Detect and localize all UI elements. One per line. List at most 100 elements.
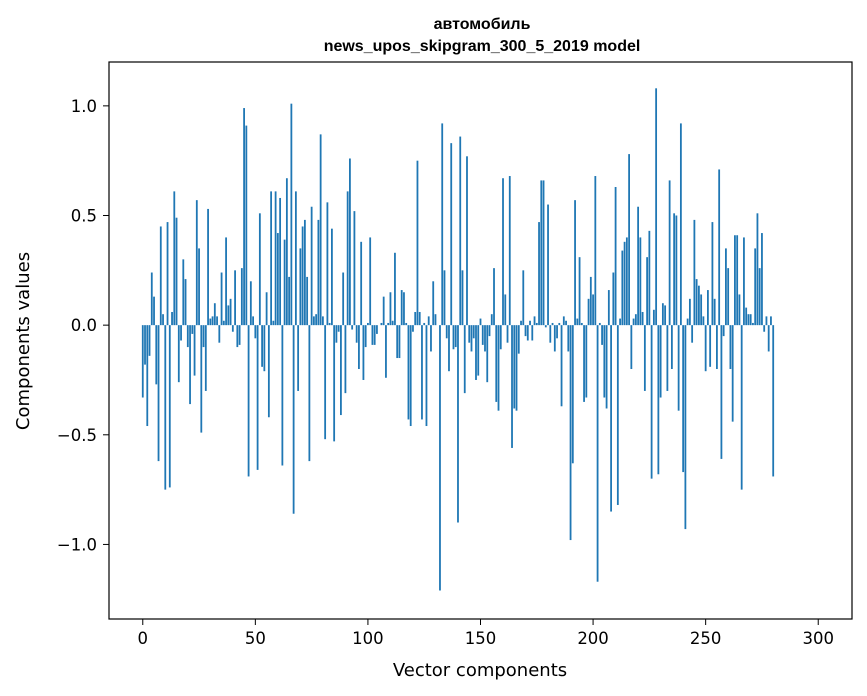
bar-23 [193, 325, 196, 376]
bar-132 [439, 325, 441, 591]
bar-153 [486, 325, 489, 383]
bar-187 [562, 316, 565, 326]
bar-240 [682, 325, 685, 473]
bar-130 [434, 314, 437, 326]
bar-17 [180, 325, 182, 341]
bar-184 [556, 325, 558, 339]
bar-200 [592, 294, 594, 326]
bar-3 [148, 325, 151, 356]
bar-205 [603, 325, 606, 398]
bar-146 [470, 325, 473, 352]
bar-63 [283, 239, 286, 326]
bar-189 [567, 325, 570, 352]
bar-160 [502, 178, 504, 326]
y-tick-label: 0.5 [71, 207, 97, 226]
bar-118 [407, 325, 410, 420]
bar-60 [276, 233, 279, 326]
bar-197 [585, 325, 588, 398]
bar-113 [396, 325, 399, 359]
bar-241 [684, 325, 687, 530]
bar-223 [643, 325, 646, 391]
bar-87 [337, 325, 340, 332]
bar-232 [664, 305, 667, 326]
bar-140 [457, 325, 459, 523]
bar-145 [468, 325, 471, 343]
bar-230 [659, 325, 662, 398]
bar-239 [679, 123, 682, 326]
bar-126 [425, 325, 428, 427]
bar-206 [605, 325, 608, 409]
bar-88 [340, 325, 342, 416]
bar-44 [240, 268, 243, 326]
bar-181 [549, 325, 552, 343]
bar-85 [333, 325, 336, 442]
bar-111 [391, 320, 394, 326]
bar-120 [412, 325, 414, 332]
bar-20 [186, 325, 189, 348]
bar-11 [166, 222, 169, 326]
bar-79 [319, 134, 322, 326]
bar-199 [589, 276, 592, 326]
bar-134 [443, 270, 446, 326]
y-tick-label: 1.0 [71, 97, 97, 116]
bar-262 [731, 325, 734, 422]
bar-226 [650, 325, 653, 479]
bar-148 [475, 325, 477, 380]
plot-frame [108, 61, 853, 620]
bar-190 [569, 325, 572, 541]
bar-52 [258, 213, 261, 326]
x-axis-ticks: 0 50 100 150 200 250 300 [138, 619, 834, 648]
bar-278 [767, 325, 770, 352]
bar-115 [400, 290, 403, 326]
bar-21 [189, 325, 191, 405]
bar-30 [209, 318, 212, 326]
bar-253 [711, 222, 714, 326]
bar-157 [495, 325, 498, 402]
bar-210 [614, 187, 617, 326]
bar-275 [761, 233, 763, 326]
bar-123 [418, 311, 421, 326]
bar-280 [772, 325, 775, 477]
bar-27 [202, 325, 205, 348]
bar-16 [177, 325, 180, 383]
bar-97 [360, 241, 363, 326]
bar-274 [758, 268, 761, 326]
bar-258 [722, 325, 725, 337]
bar-228 [655, 88, 658, 326]
bar-276 [763, 325, 766, 332]
bar-178 [542, 180, 545, 326]
bar-89 [342, 272, 345, 326]
bar-143 [463, 325, 466, 394]
bar-202 [596, 325, 599, 582]
bar-127 [427, 316, 430, 326]
bar-81 [324, 325, 327, 440]
bar-29 [207, 208, 209, 326]
bar-192 [574, 200, 576, 326]
bar-68 [294, 191, 297, 326]
bar-260 [727, 268, 730, 326]
bar-227 [652, 309, 655, 326]
bar-94 [353, 211, 356, 326]
bar-138 [452, 325, 455, 350]
bar-124 [421, 325, 423, 420]
bar-195 [580, 322, 583, 326]
bar-152 [484, 325, 486, 352]
bar-26 [200, 325, 203, 433]
bar-91 [346, 191, 349, 326]
bar-43 [238, 325, 241, 345]
bar-252 [709, 325, 712, 367]
bar-49 [252, 316, 254, 326]
bar-214 [623, 241, 626, 326]
bar-185 [558, 322, 561, 326]
bar-196 [583, 325, 585, 402]
bar-42 [236, 325, 239, 348]
bar-263 [734, 235, 736, 326]
bar-272 [754, 248, 757, 326]
x-tick-label: 200 [577, 629, 609, 648]
bar-57 [270, 191, 273, 326]
bar-204 [601, 325, 603, 345]
x-tick-label: 250 [690, 629, 722, 648]
bar-161 [504, 294, 507, 326]
bar-259 [725, 248, 727, 326]
bar-155 [490, 314, 493, 326]
